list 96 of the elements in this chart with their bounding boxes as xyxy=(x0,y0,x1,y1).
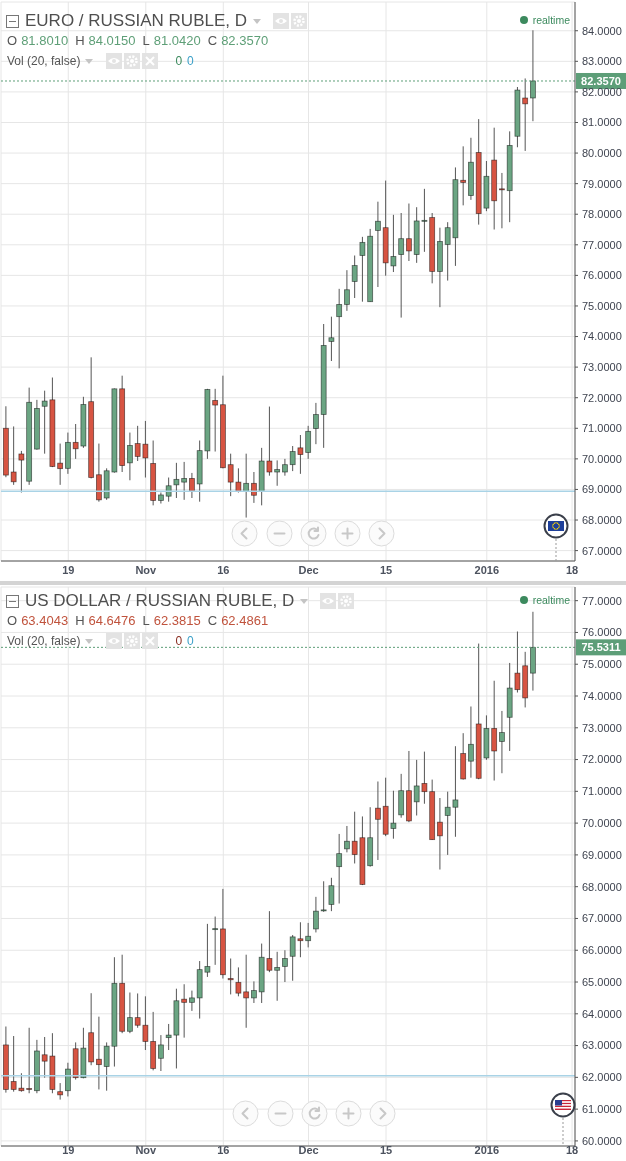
annotation: Vol (20, false) xyxy=(7,54,81,68)
candlestick xyxy=(127,992,133,1034)
candlestick xyxy=(499,172,505,229)
candlestick xyxy=(57,1082,64,1101)
x-tick-label: 19 xyxy=(62,563,75,576)
y-tick-label: 75.0000 xyxy=(582,299,622,312)
y-tick-label: 77.0000 xyxy=(582,594,622,607)
y-tick-label: 64.0000 xyxy=(582,1007,622,1020)
candlestick xyxy=(344,269,350,312)
y-tick-label: 84.0000 xyxy=(582,24,622,37)
y-tick-label: 83.0000 xyxy=(582,55,622,68)
candlestick xyxy=(375,780,381,861)
y-tick-label: 72.0000 xyxy=(582,753,622,766)
y-tick-label: 76.0000 xyxy=(582,626,622,639)
text: EURO / RUSSIAN RUBLE, D xyxy=(25,11,247,31)
candlestick xyxy=(282,458,288,477)
x-tick-label: Nov xyxy=(135,563,158,576)
candlestick xyxy=(212,916,219,966)
y-tick-label: 61.0000 xyxy=(582,1103,622,1116)
x-tick-label: 18 xyxy=(565,1143,579,1156)
candlestick xyxy=(398,212,405,319)
candlestick xyxy=(328,877,335,912)
y-tick-label: 60.0000 xyxy=(582,1134,622,1147)
candlestick xyxy=(530,29,536,122)
y-tick-label: 67.0000 xyxy=(582,544,622,557)
y-tick-label: 74.0000 xyxy=(582,330,622,343)
x-tick-label: Nov xyxy=(135,1143,158,1156)
candlestick xyxy=(158,1034,164,1072)
y-tick-label: 78.0000 xyxy=(582,208,622,221)
text: O 81.8010 H 84.0150 L 81.0420 C 82.3570 xyxy=(7,33,269,49)
x-tick-label: 2016 xyxy=(474,1143,500,1156)
y-tick-label: 71.0000 xyxy=(582,422,622,435)
candlestick xyxy=(336,833,343,905)
candlestick xyxy=(375,201,381,288)
candlestick xyxy=(189,990,195,1012)
annotation: realtime xyxy=(532,594,570,606)
y-tick-label: 72.0000 xyxy=(582,391,622,404)
y-tick-label: 68.0000 xyxy=(582,513,622,526)
y-tick-label: 70.0000 xyxy=(582,817,622,830)
candlestick xyxy=(499,710,505,774)
annotation: Vol (20, false) xyxy=(7,634,81,648)
candlestick xyxy=(468,705,474,779)
y-tick-label: 69.0000 xyxy=(582,483,622,496)
y-tick-label: 80.0000 xyxy=(582,146,622,159)
y-tick-label: 81.0000 xyxy=(582,116,622,129)
candlestick xyxy=(189,472,195,499)
y-tick-label: 65.0000 xyxy=(582,975,622,988)
x-tick-label: 16 xyxy=(217,563,230,576)
x-tick-label: 16 xyxy=(217,1143,230,1156)
candlestick xyxy=(437,797,443,871)
candlestick xyxy=(96,1016,102,1090)
candlestick xyxy=(227,958,234,995)
annotation: 0 xyxy=(187,54,194,68)
candlestick xyxy=(282,949,288,983)
y-tick-label: 75.0000 xyxy=(582,658,622,671)
candlestick xyxy=(406,203,412,262)
y-tick-label: 68.0000 xyxy=(582,880,622,893)
candlestick xyxy=(251,980,257,1004)
annotation: 0 xyxy=(175,634,183,648)
candlestick xyxy=(313,896,319,933)
x-tick-label: Dec xyxy=(298,1143,319,1156)
y-tick-label: 66.0000 xyxy=(582,944,622,957)
text: O 63.4043 H 64.6476 L 62.3815 C 62.4861 xyxy=(7,613,269,629)
x-tick-label: 2016 xyxy=(474,563,500,576)
y-tick-label: 77.0000 xyxy=(582,238,622,251)
y-tick-label: 71.0000 xyxy=(582,785,622,798)
annotation: 0 xyxy=(187,634,194,648)
x-tick-label: 18 xyxy=(565,563,579,576)
y-tick-label: 74.0000 xyxy=(582,689,622,702)
y-tick-label: 67.0000 xyxy=(582,912,622,925)
candlestick xyxy=(313,402,319,445)
y-tick-label: 73.0000 xyxy=(582,721,622,734)
candlestick xyxy=(344,825,350,853)
y-tick-label: 70.0000 xyxy=(582,452,622,465)
y-tick-label: 79.0000 xyxy=(582,177,622,190)
annotation: realtime xyxy=(532,14,570,26)
candlestick xyxy=(251,471,257,504)
x-tick-label: 19 xyxy=(62,1143,75,1156)
candlestick xyxy=(351,255,358,299)
candlestick xyxy=(320,880,327,913)
annotation: 0 xyxy=(175,54,183,68)
candlestick xyxy=(328,316,335,362)
x-tick-label: 15 xyxy=(379,1143,393,1156)
y-tick-label: 69.0000 xyxy=(582,848,622,861)
y-tick-label: 62.0000 xyxy=(582,1071,622,1084)
chart-title: US DOLLAR / RUSSIAN RUBLE, D xyxy=(25,591,295,611)
x-tick-label: Dec xyxy=(298,563,319,576)
y-tick-label: 73.0000 xyxy=(582,361,622,374)
candlestick xyxy=(127,432,133,481)
y-tick-label: 76.0000 xyxy=(582,269,622,282)
y-tick-label: 63.0000 xyxy=(582,1039,622,1052)
candlestick xyxy=(336,288,343,369)
x-tick-label: 15 xyxy=(379,563,393,576)
ref-line-label: 75.5311 xyxy=(581,641,621,654)
ref-line-label: 82.3570 xyxy=(581,74,621,87)
y-tick-label: 82.0000 xyxy=(582,85,622,98)
